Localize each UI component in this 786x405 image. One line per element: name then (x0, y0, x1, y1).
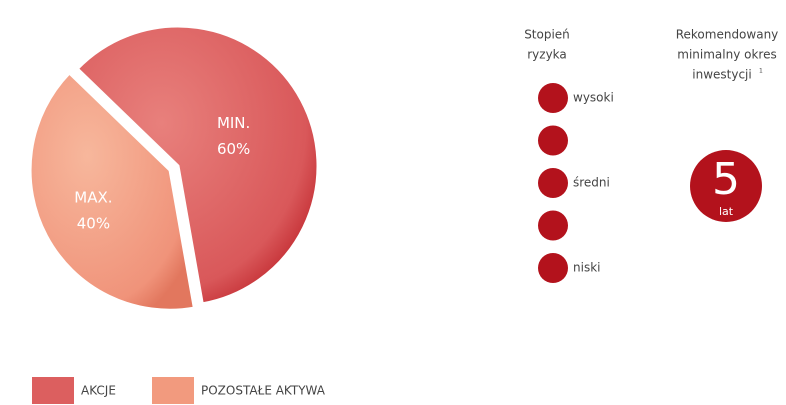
footnote-mark: 1 (759, 68, 763, 75)
risk-label: średni (573, 176, 610, 190)
slice-caption: MAX. (74, 188, 112, 206)
legend-label: POZOSTAŁE AKTYWA (201, 384, 326, 398)
pie-slice (75, 24, 320, 306)
investment-horizon: Rekomendowany minimalny okres inwestycji… (676, 28, 779, 222)
legend: AKCJE POZOSTAŁE AKTYWA (32, 377, 326, 404)
pie-chart: MIN. 60% MAX. 40% (28, 24, 320, 312)
horizon-badge (690, 150, 762, 222)
value-label: 60% (217, 140, 250, 158)
risk-label: wysoki (573, 91, 614, 105)
horizon-title: minimalny okres (677, 48, 776, 62)
risk-dot (538, 125, 568, 156)
risk-title: ryzyka (527, 48, 567, 62)
pie-slice (28, 70, 197, 312)
risk-dot (538, 83, 568, 113)
risk-dot (538, 210, 568, 241)
legend-label: AKCJE (81, 384, 116, 398)
horizon-value: 5 (712, 154, 740, 205)
legend-swatch (152, 377, 194, 404)
risk-label: niski (573, 261, 600, 275)
horizon-title: inwestycji (692, 68, 751, 82)
slice-caption: MIN. (217, 114, 250, 132)
risk-dot (538, 168, 568, 198)
risk-title: Stopień (524, 28, 570, 42)
legend-swatch (32, 377, 74, 404)
horizon-unit: lat (719, 205, 734, 218)
value-label: 40% (77, 214, 110, 232)
risk-dot (538, 253, 568, 283)
horizon-title: Rekomendowany (676, 28, 779, 42)
risk-scale: Stopień ryzyka wysoki średni niski (524, 28, 614, 283)
